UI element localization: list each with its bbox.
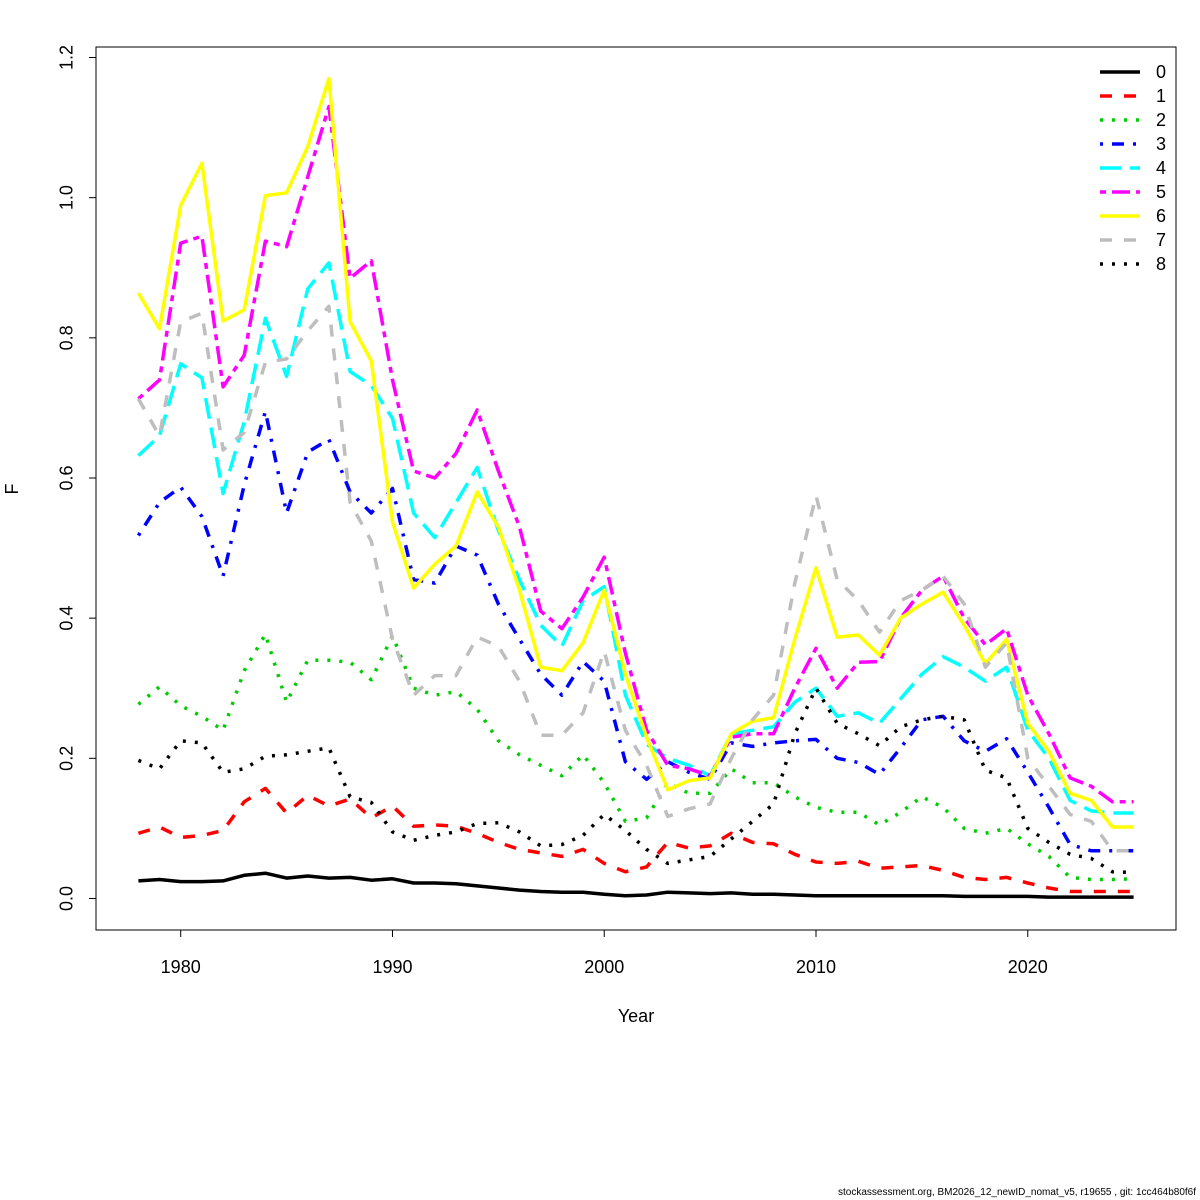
series-line-age-6	[136, 76, 1134, 829]
y-tick-label: 1.0	[57, 185, 77, 210]
x-tick-label: 2000	[584, 957, 624, 977]
legend-item-1: 1	[1100, 86, 1166, 106]
legend-label: 6	[1156, 206, 1166, 226]
series-line-age-2	[137, 632, 1134, 882]
y-axis: 0.0 0.2 0.4 0.6 0.8 1.0 1.2	[57, 45, 97, 911]
x-tick-label: 2010	[796, 957, 836, 977]
legend-item-0: 0	[1100, 62, 1166, 82]
legend-label: 1	[1156, 86, 1166, 106]
legend: 0 1 2 3 4 5 6 7 8	[1100, 62, 1166, 274]
series-lines	[136, 76, 1134, 899]
series-line-age-7	[136, 304, 1134, 853]
footer-credit: stockassessment.org, BM2026_12_newID_nom…	[838, 1187, 1196, 1198]
legend-item-7: 7	[1100, 230, 1166, 250]
y-tick-label: 0.4	[57, 606, 77, 631]
legend-item-5: 5	[1100, 182, 1166, 202]
legend-label: 0	[1156, 62, 1166, 82]
x-tick-label: 1990	[372, 957, 412, 977]
y-tick-label: 0.8	[57, 325, 77, 350]
legend-label: 2	[1156, 110, 1166, 130]
legend-item-8: 8	[1100, 254, 1166, 274]
series-line-age-8	[137, 686, 1134, 875]
y-tick-label: 1.2	[57, 45, 77, 70]
legend-item-3: 3	[1100, 134, 1166, 154]
series-line-age-3	[136, 409, 1134, 853]
x-tick-label: 2020	[1008, 957, 1048, 977]
series-line-age-4	[137, 261, 1134, 815]
series-line-age-0	[138, 871, 1134, 899]
x-tick-label: 1980	[161, 957, 201, 977]
legend-label: 8	[1156, 254, 1166, 274]
series-line-age-5	[137, 104, 1134, 804]
y-axis-label: F	[2, 484, 22, 495]
legend-item-4: 4	[1100, 158, 1166, 178]
y-tick-label: 0.0	[57, 886, 77, 911]
legend-item-2: 2	[1100, 110, 1166, 130]
legend-label: 7	[1156, 230, 1166, 250]
plot-frame	[95, 46, 1177, 931]
x-axis: 1980 1990 2000 2010 2020	[161, 929, 1048, 977]
y-tick-label: 0.6	[57, 465, 77, 490]
legend-item-6: 6	[1100, 206, 1166, 226]
legend-label: 3	[1156, 134, 1166, 154]
legend-label: 4	[1156, 158, 1166, 178]
series-line-age-1	[137, 786, 1134, 894]
legend-label: 5	[1156, 182, 1166, 202]
y-tick-label: 0.2	[57, 746, 77, 771]
x-axis-label: Year	[618, 1006, 654, 1026]
